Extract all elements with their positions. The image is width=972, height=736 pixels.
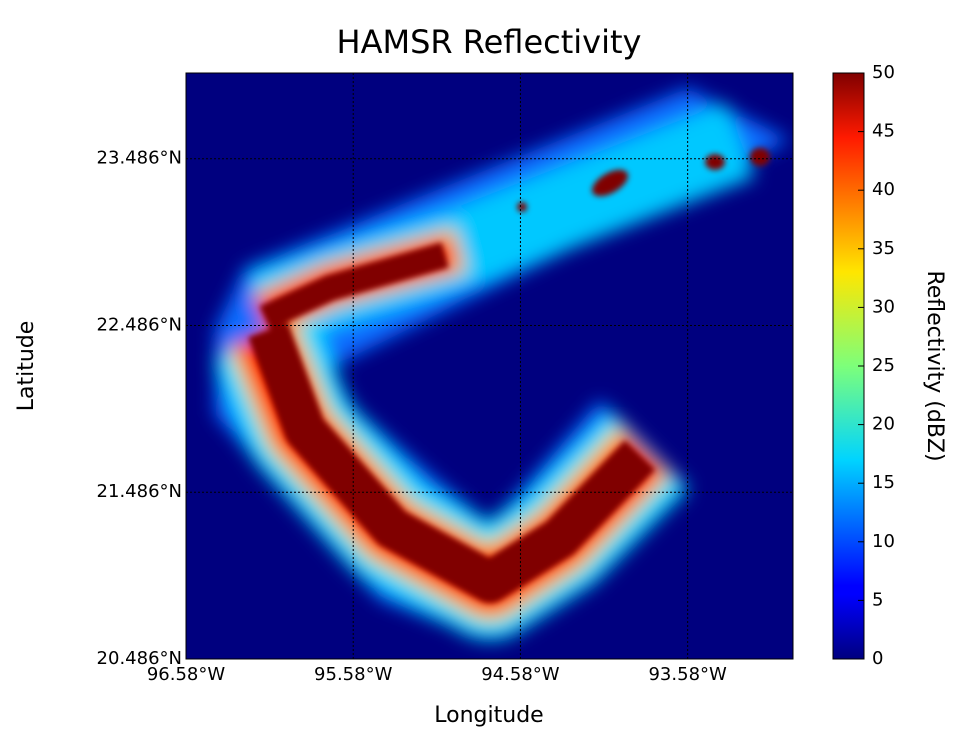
- y-tick-label: 21.486°N: [97, 481, 182, 502]
- x-tick-label: 93.58°W: [648, 664, 727, 685]
- colorbar-tick-label: 20: [872, 414, 895, 435]
- colorbar-tick-label: 5: [872, 589, 883, 610]
- colorbar-tick-label: 45: [872, 121, 895, 142]
- reflectivity-field: [186, 73, 793, 659]
- chart-title: HAMSR Reflectivity: [337, 23, 642, 61]
- colorbar-tick-label: 25: [872, 355, 895, 376]
- colorbar-tick-label: 0: [872, 648, 883, 669]
- x-axis-label: Longitude: [434, 703, 543, 728]
- colorbar-tick-label: 40: [872, 179, 895, 200]
- colorbar-tick-label: 30: [872, 296, 895, 317]
- y-axis-label: Latitude: [14, 321, 39, 412]
- colorbar-tick-label: 35: [872, 238, 895, 259]
- colorbar-tick-label: 15: [872, 472, 895, 493]
- colorbar-tick-label: 50: [872, 62, 895, 83]
- x-tick-label: 95.58°W: [314, 664, 393, 685]
- colorbar-tick-label: 10: [872, 531, 895, 552]
- x-tick-label: 96.58°W: [147, 664, 226, 685]
- y-tick-label: 20.486°N: [97, 648, 182, 669]
- x-tick-label: 94.58°W: [481, 664, 560, 685]
- colorbar-label: Reflectivity (dBZ): [922, 270, 947, 461]
- y-tick-label: 22.486°N: [97, 314, 182, 335]
- y-tick-label: 23.486°N: [97, 148, 182, 169]
